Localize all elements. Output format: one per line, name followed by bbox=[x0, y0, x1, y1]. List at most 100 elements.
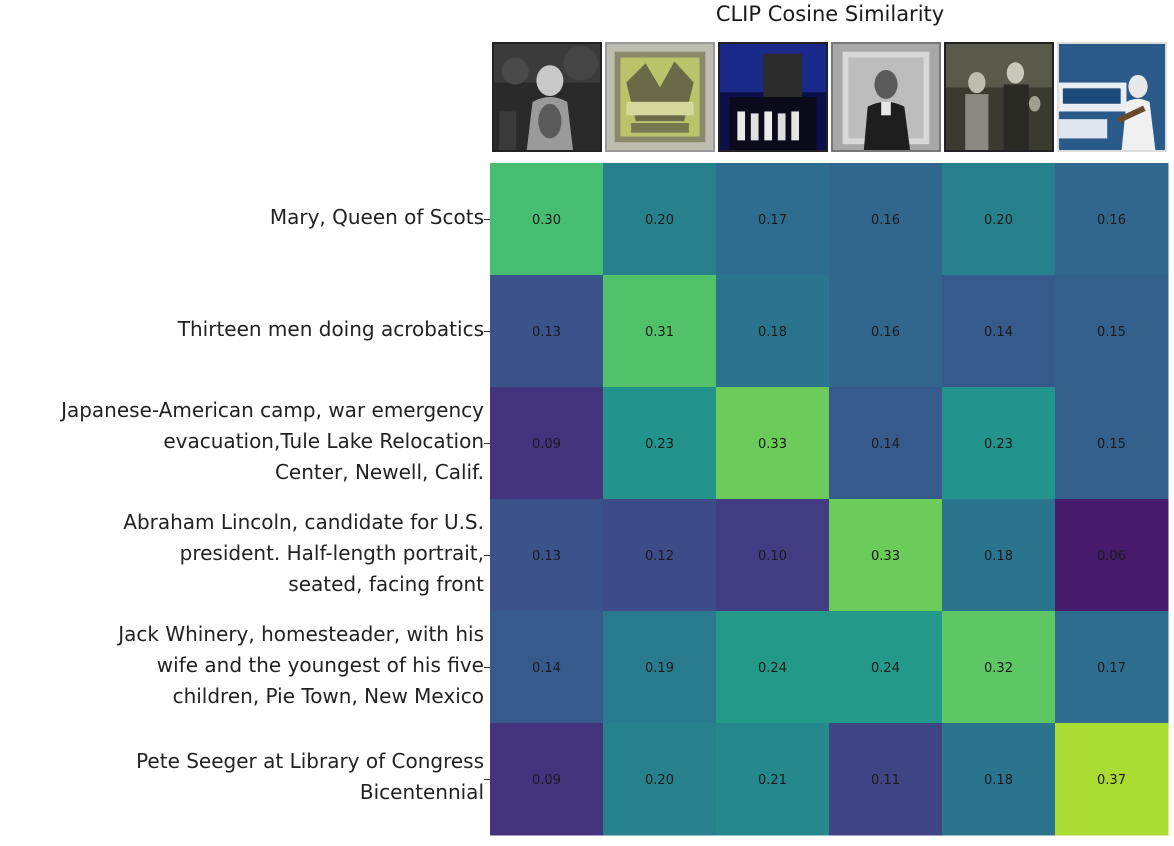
cell-value-label: 0.20 bbox=[645, 773, 674, 788]
heatmap-cell-r5-c6 bbox=[1055, 611, 1169, 724]
cell-value-label: 0.12 bbox=[645, 549, 674, 564]
heatmap-cell-r2-c5 bbox=[942, 275, 1056, 388]
row-label-line: seated, facing front bbox=[288, 571, 484, 596]
heatmap-cell-r5-c1 bbox=[490, 611, 604, 724]
cell-value-label: 0.32 bbox=[984, 661, 1013, 676]
y-tick bbox=[484, 219, 490, 220]
heatmap-grid: 0.30 0.20 0.17 0.16 0.20 0.16 0.13 0.31 0.18 0.16… bbox=[490, 163, 1169, 836]
heatmap-cell-r5-c2 bbox=[603, 611, 717, 724]
row-label-line: Thirteen men doing acrobatics bbox=[177, 316, 484, 341]
cell-value-label: 0.11 bbox=[871, 773, 900, 788]
cell-value-label: 0.14 bbox=[984, 325, 1013, 340]
heatmap-cell-r5-c3 bbox=[716, 611, 830, 724]
row-label: Pete Seeger at Library of Congress Bicent… bbox=[136, 746, 484, 808]
heatmap-cell-r3-c4 bbox=[829, 387, 943, 500]
row-label: Mary, Queen of Scots bbox=[270, 202, 484, 233]
heatmap-cell-r3-c5 bbox=[942, 387, 1056, 500]
cell-value-label: 0.09 bbox=[532, 437, 561, 452]
thumbnail-image-2 bbox=[605, 42, 715, 152]
cell-value-label: 0.31 bbox=[645, 325, 674, 340]
heatmap-cell-r4-c4 bbox=[829, 499, 943, 612]
heatmap-cell-r4-c2 bbox=[603, 499, 717, 612]
heatmap-cell-r2-c6 bbox=[1055, 275, 1169, 388]
heatmap-cell-r1-c4 bbox=[829, 163, 943, 276]
cell-value-label: 0.23 bbox=[645, 437, 674, 452]
cell-value-label: 0.24 bbox=[758, 661, 787, 676]
row-label-line: Bicentennial bbox=[359, 780, 484, 804]
cell-value-label: 0.30 bbox=[532, 213, 561, 228]
cell-value-label: 0.37 bbox=[1097, 773, 1126, 788]
cell-value-label: 0.20 bbox=[984, 213, 1013, 228]
heatmap-cell-r6-c1 bbox=[490, 723, 604, 836]
heatmap-cell-r2-c2 bbox=[603, 275, 717, 388]
cell-value-label: 0.33 bbox=[758, 437, 787, 452]
cell-value-label: 0.06 bbox=[1097, 549, 1126, 564]
cell-value-label: 0.33 bbox=[871, 549, 900, 564]
thumbnail-image-4 bbox=[831, 42, 941, 152]
heatmap-cell-r4-c5 bbox=[942, 499, 1056, 612]
heatmap-cell-r6-c3 bbox=[716, 723, 830, 836]
heatmap-cell-r6-c2 bbox=[603, 723, 717, 836]
cell-value-label: 0.13 bbox=[532, 549, 561, 564]
cell-value-label: 0.16 bbox=[1097, 213, 1126, 228]
row-label-line: president. Half-length portrait, bbox=[179, 540, 484, 565]
y-tick bbox=[484, 331, 490, 332]
heatmap-cell-r4-c6 bbox=[1055, 499, 1169, 612]
heatmap-cell-r3-c2 bbox=[603, 387, 717, 500]
cell-value-label: 0.09 bbox=[532, 773, 561, 788]
row-label: Thirteen men doing acrobatics bbox=[178, 314, 484, 345]
thumbnail-image-6 bbox=[1057, 42, 1167, 152]
thumbnail-image-3 bbox=[718, 42, 828, 152]
heatmap-cell-r5-c5 bbox=[942, 611, 1056, 724]
cell-value-label: 0.14 bbox=[871, 437, 900, 452]
heatmap-cell-r6-c5 bbox=[942, 723, 1056, 836]
cell-value-label: 0.17 bbox=[758, 213, 787, 228]
chart-title: CLIP Cosine Similarity bbox=[715, 2, 945, 26]
row-label: Abraham Lincoln, candidate for U.S. presi… bbox=[123, 507, 484, 600]
cell-value-label: 0.19 bbox=[645, 661, 674, 676]
cell-value-label: 0.24 bbox=[871, 661, 900, 676]
row-label-line: Jack Whinery, homesteader, with his bbox=[118, 621, 484, 646]
cell-value-label: 0.15 bbox=[1097, 325, 1126, 340]
row-label-line: evacuation,Tule Lake Relocation bbox=[163, 428, 484, 453]
row-label-line: Pete Seeger at Library of Congress bbox=[136, 749, 484, 773]
heatmap-cell-r1-c6 bbox=[1055, 163, 1169, 276]
heatmap-cell-r3-c1 bbox=[490, 387, 604, 500]
row-label-line: children, Pie Town, New Mexico bbox=[172, 683, 484, 708]
row-label-line: Japanese-American camp, war emergency bbox=[61, 397, 484, 422]
row-label: Jack Whinery, homesteader, with his wife … bbox=[118, 619, 484, 712]
cell-value-label: 0.23 bbox=[984, 437, 1013, 452]
y-tick bbox=[484, 779, 490, 780]
heatmap-cell-r1-c3 bbox=[716, 163, 830, 276]
heatmap-cell-r2-c4 bbox=[829, 275, 943, 388]
row-label-line: Center, Newell, Calif. bbox=[274, 459, 484, 484]
heatmap-cell-r6-c6 bbox=[1055, 723, 1169, 836]
heatmap-cell-r2-c1 bbox=[490, 275, 604, 388]
heatmap-cell-r2-c3 bbox=[716, 275, 830, 388]
row-label: Japanese-American camp, war emergency eva… bbox=[61, 395, 484, 488]
heatmap-cell-r6-c4 bbox=[829, 723, 943, 836]
cell-value-label: 0.13 bbox=[532, 325, 561, 340]
cell-value-label: 0.14 bbox=[532, 661, 561, 676]
thumbnail-image-1 bbox=[492, 42, 602, 152]
heatmap-cell-r1-c5 bbox=[942, 163, 1056, 276]
heatmap-cell-r1-c1 bbox=[490, 163, 604, 276]
cell-value-label: 0.20 bbox=[645, 213, 674, 228]
y-tick bbox=[484, 555, 490, 556]
y-tick bbox=[484, 443, 490, 444]
heatmap-cell-r3-c3 bbox=[716, 387, 830, 500]
heatmap-cell-r3-c6 bbox=[1055, 387, 1169, 500]
heatmap-cell-r5-c4 bbox=[829, 611, 943, 724]
cell-value-label: 0.15 bbox=[1097, 437, 1126, 452]
cell-value-label: 0.18 bbox=[984, 549, 1013, 564]
heatmap-cell-r4-c1 bbox=[490, 499, 604, 612]
cell-value-label: 0.16 bbox=[871, 213, 900, 228]
heatmap-cell-r4-c3 bbox=[716, 499, 830, 612]
row-label-line: Abraham Lincoln, candidate for U.S. bbox=[123, 509, 484, 534]
cell-value-label: 0.17 bbox=[1097, 661, 1126, 676]
cell-value-label: 0.18 bbox=[758, 325, 787, 340]
cell-value-label: 0.10 bbox=[758, 549, 787, 564]
image-thumbnails-row bbox=[490, 42, 1167, 156]
row-label-line: wife and the youngest of his five bbox=[156, 652, 484, 677]
y-tick bbox=[484, 667, 490, 668]
